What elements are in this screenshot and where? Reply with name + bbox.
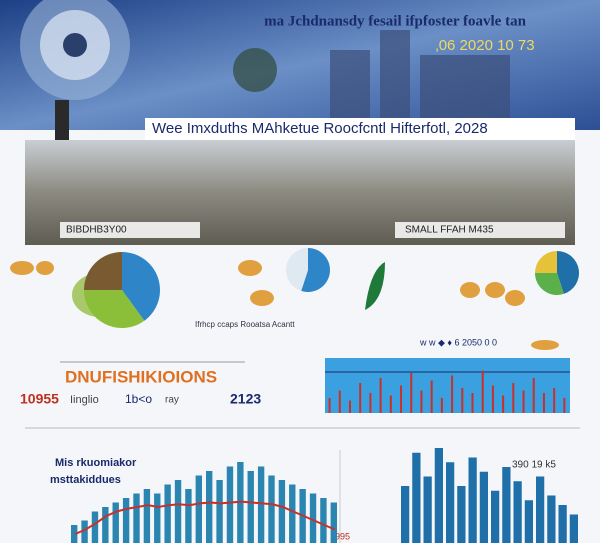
bar bbox=[278, 480, 286, 543]
strip-bar bbox=[522, 390, 525, 413]
stat: 10955 bbox=[20, 391, 59, 407]
pie-slice bbox=[122, 252, 160, 321]
bar bbox=[185, 489, 192, 543]
bar bbox=[423, 476, 432, 543]
caption: Ifrhcp ccaps Rooatsa Acantt bbox=[195, 320, 295, 329]
stat: 1b<o bbox=[125, 392, 152, 406]
strip-bar bbox=[389, 395, 392, 413]
bar bbox=[412, 452, 421, 543]
strip-bar bbox=[502, 395, 505, 413]
strip-bar bbox=[410, 373, 413, 413]
photo-label: SMALL FFAH M435 bbox=[405, 225, 494, 236]
bar bbox=[122, 498, 130, 543]
bar bbox=[491, 490, 500, 543]
bar bbox=[468, 457, 477, 543]
strip-bar bbox=[532, 378, 535, 413]
bar bbox=[257, 466, 265, 543]
stat: Iinglio bbox=[70, 394, 99, 406]
bar bbox=[226, 466, 234, 543]
pie-slice bbox=[84, 290, 145, 328]
bar bbox=[502, 467, 511, 543]
trend-line bbox=[74, 500, 336, 535]
strip-bar bbox=[348, 400, 351, 413]
pie-slice bbox=[84, 252, 122, 290]
bar bbox=[547, 495, 556, 543]
bar bbox=[112, 502, 119, 543]
bar bbox=[154, 493, 161, 543]
strip-bar bbox=[338, 390, 341, 413]
bar bbox=[71, 525, 78, 543]
bar bbox=[320, 498, 327, 543]
strip-bar bbox=[553, 388, 556, 413]
stat: ray bbox=[165, 395, 179, 406]
chart-title: Mis rkuomiakor bbox=[55, 457, 137, 469]
strip-bar bbox=[430, 380, 433, 413]
banner-text: Wee Imxduths MAhketue Roocfcntl Hifterfo… bbox=[152, 120, 488, 137]
pie-slice bbox=[535, 251, 557, 273]
strip-chart-bg bbox=[325, 358, 570, 413]
bar bbox=[143, 489, 151, 543]
bar bbox=[289, 484, 296, 543]
bar bbox=[247, 471, 254, 543]
bar bbox=[524, 500, 533, 543]
panel-title: DNUFISHIKIOIONS bbox=[65, 367, 217, 386]
stat: 2123 bbox=[230, 391, 261, 407]
subtitle: ‚06 2020 10 73 bbox=[435, 37, 534, 54]
title: ma Jchdnansdy fesail ifpfoster foavle ta… bbox=[264, 13, 526, 29]
bar bbox=[513, 481, 522, 543]
strip-bar bbox=[481, 370, 484, 413]
chart-title: 390 19 k5 bbox=[512, 460, 556, 471]
bar bbox=[330, 502, 337, 543]
strip-bar bbox=[400, 385, 403, 413]
pie-slice bbox=[286, 248, 308, 291]
photo-label-box bbox=[60, 222, 200, 238]
banner-box bbox=[145, 118, 575, 140]
bar bbox=[206, 471, 213, 543]
chart-note: 1995 bbox=[330, 531, 350, 541]
bar bbox=[91, 511, 99, 543]
strip-bar bbox=[328, 398, 331, 413]
photo-label: BIBDHB3Y00 bbox=[66, 225, 127, 236]
bar bbox=[102, 507, 109, 543]
bar bbox=[268, 475, 275, 543]
bar bbox=[309, 493, 317, 543]
chart-subtitle: msttakiddues bbox=[50, 474, 121, 486]
bar bbox=[164, 484, 171, 543]
bar bbox=[446, 462, 455, 543]
bar bbox=[133, 493, 140, 543]
bar bbox=[479, 471, 488, 543]
strip-bar bbox=[379, 378, 382, 413]
pie-slice bbox=[301, 248, 330, 293]
bar bbox=[536, 476, 545, 543]
bar bbox=[195, 475, 202, 543]
bar bbox=[569, 514, 578, 543]
bar bbox=[558, 505, 567, 543]
bar bbox=[434, 448, 443, 543]
bar bbox=[457, 486, 466, 543]
bar bbox=[216, 480, 223, 543]
bar bbox=[81, 520, 88, 543]
strip-bar bbox=[471, 393, 474, 413]
pie-slice bbox=[557, 251, 580, 294]
strip-bar bbox=[369, 393, 372, 413]
strip-bar bbox=[420, 390, 423, 413]
strip-bar bbox=[451, 375, 454, 413]
factory-silhouette bbox=[233, 30, 510, 120]
strip-bar bbox=[440, 398, 443, 413]
photo-label-box bbox=[395, 222, 565, 238]
strip-bar bbox=[491, 385, 494, 413]
bar bbox=[174, 480, 182, 543]
legend-row: w w ◆ ♦ 6 2050 0 0 bbox=[419, 337, 497, 347]
pie-slice bbox=[535, 273, 564, 296]
strip-bar bbox=[461, 388, 464, 413]
bar bbox=[401, 486, 410, 543]
strip-bar bbox=[563, 398, 566, 413]
strip-bar bbox=[542, 393, 545, 413]
strip-bar bbox=[512, 383, 515, 413]
strip-bar bbox=[359, 383, 362, 413]
